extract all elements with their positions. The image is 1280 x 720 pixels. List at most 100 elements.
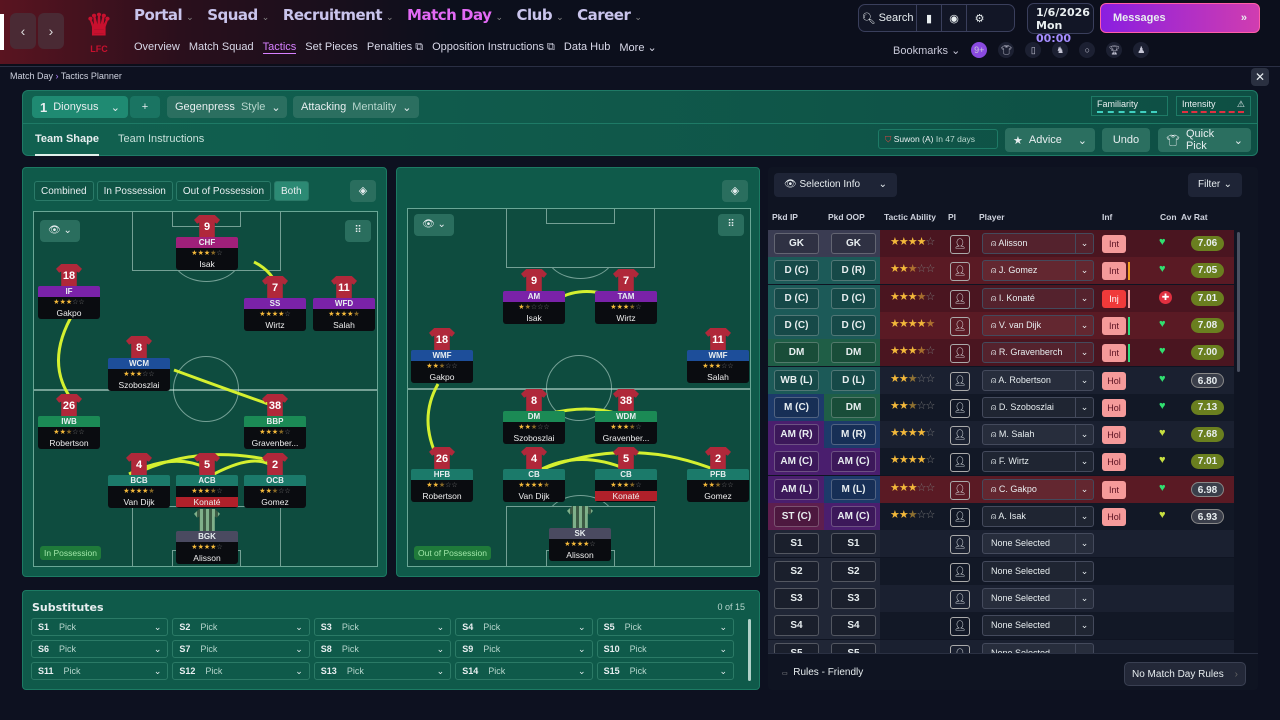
pkd-ip-button[interactable]: AM (C) [774,451,819,473]
subnav-set-pieces[interactable]: Set Pieces [305,41,358,54]
pkd-ip-button[interactable]: S1 [774,533,819,555]
player-select[interactable]: ⍝ J. Gomez ⌄ [982,260,1094,282]
player-select[interactable]: ⍝ V. van Dijk ⌄ [982,314,1094,336]
pkd-oop-button[interactable]: DM [831,396,876,418]
player-card[interactable]: 26 IWB ★★★☆☆ Robertson [38,394,100,449]
scrollbar[interactable] [1237,232,1240,372]
sidebar-handle[interactable] [0,14,4,50]
table-row[interactable]: AM (R) M (R) ★★★★☆ 👤︎ ⍝ M. Salah ⌄ Hol ♥ 7.68 [768,421,1234,449]
substitute-select[interactable]: S6 Pick ⌄ [31,640,169,658]
player-instructions-button[interactable]: 👤︎ [950,371,970,391]
player-select[interactable]: None Selected ⌄ [982,587,1094,609]
substitute-select[interactable]: S14 Pick ⌄ [455,662,593,680]
substitute-select[interactable]: S4 Pick ⌄ [455,618,593,636]
player-card[interactable]: 38 BBP ★★★★☆ Gravenber... [244,394,306,449]
subnav-more-[interactable]: More ⌄ [619,41,656,54]
intensity-meter[interactable]: Intensity ⚠ [1176,96,1251,116]
messages-button[interactable]: Messages » [1100,3,1260,33]
subnav-tactics[interactable]: Tactics [262,41,297,54]
tab-team-instructions[interactable]: Team Instructions [118,133,205,145]
scrollbar[interactable] [748,619,751,681]
pkd-ip-button[interactable]: GK [774,233,819,254]
pkd-oop-button[interactable]: D (L) [831,369,876,391]
table-row[interactable]: S5 S5 👤︎ None Selected ⌄ [768,639,1234,653]
pkd-oop-button[interactable]: M (L) [831,478,876,500]
selection-info-dropdown[interactable]: 👁︎ Selection Info ⌄ [774,173,897,197]
pkd-ip-button[interactable]: S4 [774,615,819,637]
player-instructions-button[interactable]: 👤︎ [950,562,970,582]
player-select[interactable]: ⍝ R. Gravenberch ⌄ [982,342,1094,364]
swap-button[interactable]: ◈ [350,180,376,202]
familiarity-meter[interactable]: Familiarity [1091,96,1168,116]
filter-button[interactable]: Filter ⌄ [1188,173,1242,197]
player-card[interactable]: 5 ACB ★★★★☆ Konaté [176,453,238,508]
player-card[interactable]: 4 CB ★★★★★ Van Dijk [503,447,565,502]
bookmark-button[interactable]: ▮ [917,5,942,31]
tactics-board-icon[interactable]: ▯ [1025,42,1042,58]
player-instructions-button[interactable]: 👤︎ [950,480,970,500]
pkd-ip-button[interactable]: M (C) [774,396,819,418]
player-card[interactable]: 8 WCM ★★★☆☆ Szoboszlai [108,336,170,391]
shirt-icon[interactable]: 👕︎ [998,42,1015,58]
table-row[interactable]: ST (C) AM (C) ★★★☆☆ 👤︎ ⍝ A. Isak ⌄ Hol ♥ 6.93 [768,503,1234,530]
date-continue-button[interactable]: 1/6/2026 Mon 00:00 [1027,3,1094,45]
substitute-select[interactable]: S7 Pick ⌄ [172,640,310,658]
player-instructions-button[interactable]: 👤︎ [950,262,970,282]
advice-button[interactable]: ★ Advice ⌄ [1005,128,1095,152]
refresh-icon[interactable]: ○ [1079,42,1096,58]
pkd-oop-button[interactable]: DM [831,342,876,364]
player-select[interactable]: ⍝ Alisson ⌄ [982,233,1094,254]
pkd-oop-button[interactable]: S2 [831,560,876,582]
pkd-ip-button[interactable]: S5 [774,642,819,653]
player-select[interactable]: ⍝ M. Salah ⌄ [982,424,1094,446]
substitute-select[interactable]: S10 Pick ⌄ [596,640,734,658]
player-select[interactable]: ⍝ D. Szoboszlai ⌄ [982,396,1094,418]
notifications-icon[interactable]: 9+ [971,42,988,58]
scout-icon[interactable]: ♞ [1052,42,1069,58]
pkd-oop-button[interactable]: GK [831,233,876,254]
quick-pick-button[interactable]: 👕︎ Quick Pick ⌄ [1158,128,1251,152]
pkd-oop-button[interactable]: S1 [831,533,876,555]
close-button[interactable]: ✕ [1251,68,1269,86]
player-card[interactable]: 7 TAM ★★★★☆ Wirtz [595,269,657,324]
player-card[interactable]: 2 PFB ★★★☆☆ Gomez [687,447,749,502]
player-instructions-button[interactable]: 👤︎ [950,316,970,336]
table-row[interactable]: AM (L) M (L) ★★★☆☆ 👤︎ ⍝ C. Gakpo ⌄ Int ♥ 6.98 [768,475,1234,503]
forward-button[interactable]: › [38,13,64,49]
player-card[interactable]: 9 AM ★★☆☆☆ Isak [503,269,565,324]
breadcrumb-parent[interactable]: Match Day [10,71,54,81]
substitute-select[interactable]: S8 Pick ⌄ [313,640,452,658]
player-card[interactable]: 4 BCB ★★★★★ Van Dijk [108,453,170,508]
pkd-oop-button[interactable]: S4 [831,615,876,637]
visibility-dropdown[interactable]: 👁︎ ⌄ [40,220,80,242]
pkd-ip-button[interactable]: ST (C) [774,506,819,527]
pkd-oop-button[interactable]: D (C) [831,314,876,336]
nav-club[interactable]: Club ⌄ [516,6,563,24]
table-row[interactable]: S3 S3 👤︎ None Selected ⌄ [768,584,1234,612]
pkd-ip-button[interactable]: AM (R) [774,424,819,446]
player-instructions-button[interactable]: 👤︎ [950,535,970,555]
search-button[interactable]: 🔍︎ Search [859,5,917,31]
settings-button[interactable]: ⚙ [967,5,992,31]
player-card[interactable]: 18 IF ★★★☆☆ Gakpo [38,264,100,319]
table-row[interactable]: S4 S4 👤︎ None Selected ⌄ [768,612,1234,640]
substitute-select[interactable]: S2 Pick ⌄ [172,618,310,636]
tab-team-shape[interactable]: Team Shape [35,133,99,156]
player-instructions-button[interactable]: 👤︎ [950,589,970,609]
player-card[interactable]: SK ★★★★☆ Alisson [549,506,611,561]
player-instructions-button[interactable]: 👤︎ [950,344,970,364]
substitute-select[interactable]: S13 Pick ⌄ [313,662,452,680]
player-instructions-button[interactable]: 👤︎ [950,508,970,527]
player-select[interactable]: None Selected ⌄ [982,615,1094,637]
add-tactic-button[interactable]: + [130,96,160,118]
trophy-icon[interactable]: 🏆︎ [1106,42,1123,58]
player-card[interactable]: 18 WMF ★★★☆☆ Gakpo [411,328,473,383]
grid-toggle-button[interactable]: ⠿ [718,214,744,236]
view-tab-combined[interactable]: Combined [34,181,94,201]
staff-icon[interactable]: ♟ [1133,42,1150,58]
pkd-oop-button[interactable]: AM (C) [831,506,876,527]
back-button[interactable]: ‹ [10,13,36,49]
subnav-overview[interactable]: Overview [134,41,180,54]
pkd-ip-button[interactable]: AM (L) [774,478,819,500]
tactic-select[interactable]: 1 Dionysus ⌄ [32,96,128,118]
